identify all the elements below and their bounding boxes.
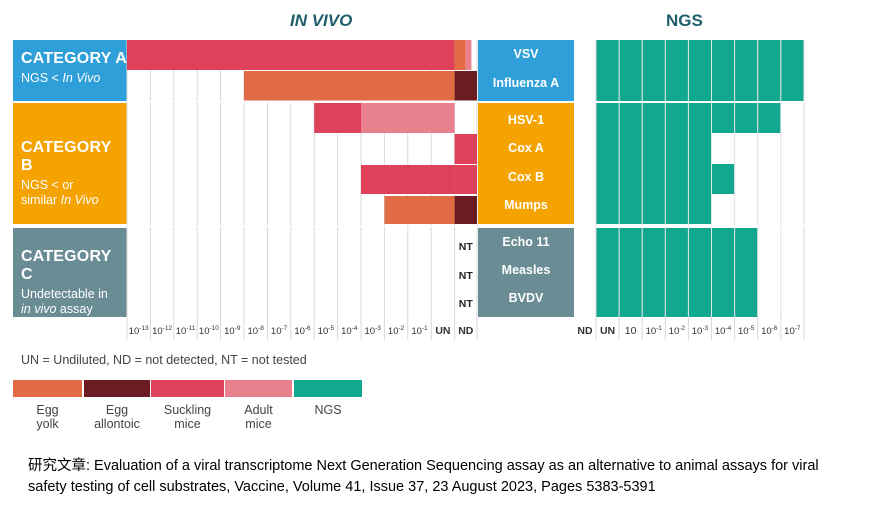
in-vivo-bar — [361, 165, 455, 194]
ngs-tick-label: 10 — [625, 325, 637, 337]
category-c-description: Undetectable in in vivo assay — [21, 287, 127, 317]
virus-label-measles: Measles — [502, 263, 551, 277]
in-vivo-title: IN VIVO — [290, 11, 353, 30]
in-vivo-bar — [384, 196, 455, 224]
caption: 研究文章: Evaluation of a viral transcriptom… — [28, 458, 819, 495]
in-vivo-tick-label: 10-7 — [271, 325, 288, 337]
in-vivo-tick-label: 10-9 — [224, 325, 241, 337]
virus-label-block — [478, 103, 574, 224]
category-b-box: CATEGORY B NGS < or similar In Vivo — [13, 103, 127, 224]
legend-swatch — [84, 380, 150, 397]
nd-cell-egg-allantoic — [454, 71, 477, 101]
in-vivo-tick-label: 10-2 — [388, 325, 405, 337]
in-vivo-bar — [127, 40, 455, 70]
virus-label-vsv: VSV — [513, 47, 539, 61]
ngs-title: NGS — [666, 11, 703, 30]
in-vivo-tick-label: 10-6 — [294, 325, 311, 337]
ngs-tick-label: 10-3 — [692, 325, 709, 337]
in-vivo-tick-label: 10-11 — [176, 325, 196, 337]
category-b-title: CATEGORY B — [21, 139, 112, 174]
nd-cell-suckling-mice — [454, 134, 477, 164]
legend-label: Egg yolk — [36, 403, 59, 431]
in-vivo-tick-label: 10-1 — [411, 325, 428, 337]
virus-label-mumps: Mumps — [504, 198, 548, 212]
ngs-tick-label: UN — [600, 325, 615, 337]
ngs-tick-label: 10-2 — [669, 325, 686, 337]
category-c-box: CATEGORY C Undetectable in in vivo assay — [13, 228, 127, 317]
nd-cell-egg-yolk — [454, 40, 466, 70]
in-vivo-tick-label: ND — [458, 325, 474, 337]
ngs-bar-block-c — [596, 228, 758, 317]
in-vivo-tick-label: 10-10 — [199, 325, 219, 337]
legend-note: UN = Undiluted, ND = not detected, NT = … — [21, 353, 307, 367]
category-b-description: NGS < or similar In Vivo — [21, 178, 127, 208]
category-a-box: CATEGORY A NGS < In Vivo — [13, 40, 127, 101]
legend-swatch — [294, 380, 362, 397]
nt-label: NT — [459, 270, 474, 282]
legend-label: Egg allontoic — [94, 403, 140, 431]
in-vivo-bar — [244, 71, 455, 101]
legend-label: Suckling mice — [163, 403, 212, 431]
ngs-tick-label: 10-1 — [646, 325, 663, 337]
legend-swatch — [151, 380, 224, 397]
virus-label-echo-11: Echo 11 — [502, 235, 549, 249]
category-b-desc-line: similar In Vivo — [21, 193, 99, 207]
in-vivo-tick-label: 10-4 — [341, 325, 358, 337]
category-b-desc-line: NGS < or — [21, 178, 74, 192]
ngs-tick-label: ND — [577, 325, 593, 337]
ngs-tick-label: 10-5 — [738, 325, 755, 337]
category-c-desc-line: Undetectable in — [21, 287, 108, 301]
matrix-chart: VSV Influenza A HSV-1 Cox A Cox B Mumps Echo 1… — [126, 40, 806, 340]
in-vivo-tick-label: 10-13 — [129, 325, 149, 337]
nt-label: NT — [459, 241, 474, 253]
in-vivo-bar — [314, 103, 361, 133]
ngs-tick-label: 10-4 — [715, 325, 732, 337]
in-vivo-bar — [361, 103, 455, 133]
in-vivo-tick-label: 10-3 — [365, 325, 382, 337]
ngs-bar — [596, 194, 712, 224]
virus-label-hsv-1: HSV-1 — [508, 113, 544, 127]
virus-label-block — [478, 228, 574, 317]
nt-label: NT — [459, 298, 474, 310]
nd-cell-adult-mice — [465, 40, 472, 70]
legend-swatch — [13, 380, 82, 397]
virus-label-cox-a: Cox A — [508, 141, 544, 155]
virus-label-influenza-a: Influenza A — [493, 76, 559, 90]
legend-swatch — [225, 380, 292, 397]
in-vivo-tick-label: 10-12 — [152, 325, 172, 337]
virus-label-bvdv: BVDV — [509, 291, 544, 305]
nd-cell-suckling-mice — [454, 165, 477, 194]
category-a-description: NGS < In Vivo — [21, 71, 127, 86]
in-vivo-tick-label: 10-8 — [248, 325, 265, 337]
in-vivo-tick-label: 10-5 — [318, 325, 335, 337]
category-a-desc-line: NGS < In Vivo — [21, 71, 101, 85]
category-c-desc-line: in vivo assay — [21, 302, 93, 316]
category-a-title: CATEGORY A — [21, 50, 128, 67]
ngs-bar — [596, 133, 712, 164]
in-vivo-tick-label: UN — [435, 325, 450, 337]
legend-label: Adult mice — [244, 403, 273, 431]
legend-label: NGS — [314, 403, 342, 417]
ngs-tick-label: 10-7 — [784, 325, 801, 337]
ngs-tick-label: 10-6 — [761, 325, 778, 337]
virus-label-cox-b: Cox B — [508, 170, 544, 184]
virus-label-block — [478, 40, 574, 101]
ngs-bar-block-a — [596, 40, 804, 101]
category-c-title: CATEGORY C — [21, 248, 112, 283]
nd-cell-egg-allantoic — [454, 196, 477, 224]
